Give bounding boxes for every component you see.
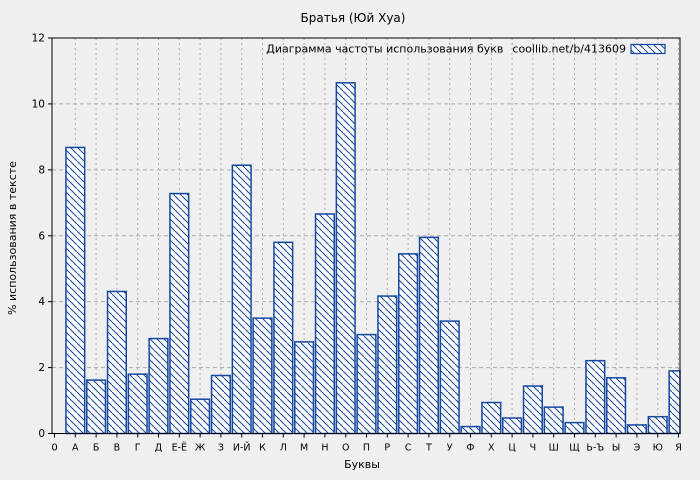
bar-Н xyxy=(314,213,335,435)
bar-О xyxy=(335,82,356,435)
y-tick-label: 0 xyxy=(38,428,45,440)
x-tick-label-М: М xyxy=(300,443,308,454)
bar-Ф xyxy=(460,425,481,435)
legend-label: Диаграмма частоты использования букв cool… xyxy=(266,43,626,56)
bars xyxy=(65,82,681,435)
x-tick-label-В: В xyxy=(114,443,121,454)
x-tick-label-Т: Т xyxy=(425,443,432,454)
bar-И-Й xyxy=(231,164,252,435)
bar-Щ xyxy=(564,421,585,435)
x-tick-label-Ь-Ъ: Ь-Ъ xyxy=(586,443,604,454)
chart-title: Братья (Юй Хуа) xyxy=(301,11,406,25)
x-tick-label-У: У xyxy=(447,443,453,454)
x-tick-label-И-Й: И-Й xyxy=(233,442,251,454)
y-tick-label: 2 xyxy=(38,362,45,374)
legend-swatch xyxy=(630,43,666,55)
x-tick-label-П: П xyxy=(363,443,370,454)
bar-Г xyxy=(127,373,148,435)
legend-source-link[interactable]: coollib.net/b/413609 xyxy=(512,43,626,56)
bar-Ы xyxy=(606,377,627,435)
x-tick-label-Э: Э xyxy=(634,443,641,454)
x-tick-label-Ю: Ю xyxy=(653,443,663,454)
x-tick-label-Ж: Ж xyxy=(195,443,206,454)
bar-А xyxy=(65,146,86,435)
y-tick-label: 10 xyxy=(32,98,45,110)
bar-Л xyxy=(273,241,294,435)
x-tick-label-Ы: Ы xyxy=(612,443,620,454)
bar-Х xyxy=(481,401,502,435)
bar-Д xyxy=(148,337,169,435)
bar-Я xyxy=(668,370,681,435)
x-tick-label-Д: Д xyxy=(155,443,162,454)
bar-Б xyxy=(86,379,107,435)
x-tick-label-З: З xyxy=(218,443,224,454)
bar-Ю xyxy=(647,415,668,435)
bar-Е-Ё xyxy=(169,192,190,435)
bar-Т xyxy=(418,236,439,435)
bar-Ш xyxy=(543,406,564,435)
y-axis-label: % использования в тексте xyxy=(6,161,19,315)
y-tick-label: 4 xyxy=(38,296,45,308)
x-tick-label-Ч: Ч xyxy=(530,443,537,454)
x-tick-label-С: С xyxy=(405,443,412,454)
x-tick-label-Н: Н xyxy=(321,443,328,454)
x-tick-label-Р: Р xyxy=(384,443,390,454)
x-tick-label-Я: Я xyxy=(675,443,682,454)
x-tick-label-О: О xyxy=(342,443,349,454)
x-tick-label-Г: Г xyxy=(135,443,141,454)
x-tick-label-Б: Б xyxy=(93,443,100,454)
bar-Ц xyxy=(502,417,523,435)
bar-Ж xyxy=(190,398,211,435)
axes: 0 А Б В Г Д Е-Ё Ж З И-Й К Л М Н О П Р С Т У Ф Х Ц Ч Ш Щ Ь-Ъ Ы Э Ю Я 0 2 4… xyxy=(32,33,682,454)
x-axis-label: Буквы xyxy=(344,458,380,471)
x-tick-label-origin: 0 xyxy=(51,443,57,454)
y-tick-label: 12 xyxy=(32,33,45,45)
y-tick-label: 8 xyxy=(38,164,45,176)
bar-П xyxy=(356,333,377,435)
bar-М xyxy=(294,341,315,435)
x-tick-label-Х: Х xyxy=(488,443,495,454)
bar-Ч xyxy=(522,385,543,435)
bar-К xyxy=(252,317,273,435)
x-tick-label-Ц: Ц xyxy=(508,443,515,454)
x-tick-label-Ф: Ф xyxy=(466,443,474,454)
x-tick-label-Л: Л xyxy=(280,443,287,454)
bar-Р xyxy=(377,295,398,435)
legend-label-text: Диаграмма частоты использования букв xyxy=(266,43,503,56)
bar-В xyxy=(106,290,128,435)
x-tick-label-Е-Ё: Е-Ё xyxy=(172,443,187,454)
x-tick-label-А: А xyxy=(72,443,79,454)
bar-Э xyxy=(626,424,647,435)
bar-У xyxy=(439,320,460,435)
x-tick-label-К: К xyxy=(259,443,266,454)
x-tick-label-Ш: Ш xyxy=(549,443,559,454)
x-tick-label-Щ: Щ xyxy=(569,443,580,454)
bar-С xyxy=(398,253,419,435)
bar-З xyxy=(210,374,232,435)
y-tick-label: 6 xyxy=(38,230,45,242)
bar-Ь-Ъ xyxy=(585,359,606,435)
